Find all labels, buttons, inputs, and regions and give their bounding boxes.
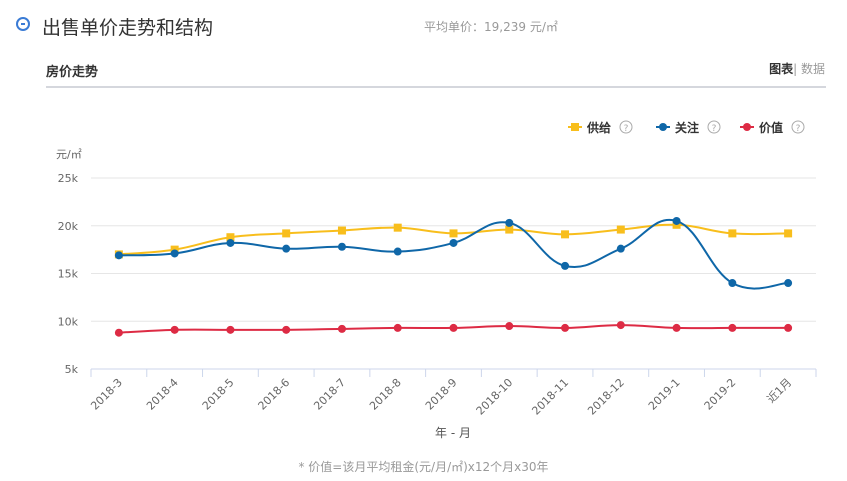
data-point: [114, 251, 123, 260]
data-point: [449, 238, 458, 247]
question-circle-icon: [619, 120, 633, 134]
x-tick-label: 2018-3: [88, 376, 125, 413]
x-axis-label: 年 - 月: [435, 426, 471, 440]
x-tick-label: 2018-9: [423, 376, 460, 413]
x-tick-label: 近1月: [765, 376, 795, 406]
data-point: [561, 323, 570, 332]
x-tick-label: 2018-11: [529, 376, 571, 418]
x-tick-label: 2019-1: [646, 376, 683, 413]
data-point: [282, 244, 291, 253]
avg-value: 19,239 元/㎡: [484, 20, 558, 34]
y-axis-label: 元/㎡: [56, 148, 82, 161]
x-tick-label: 2018-8: [367, 376, 404, 413]
data-point: [561, 261, 570, 270]
y-tick-label: 5k: [65, 363, 79, 376]
legend-label: 价值: [759, 120, 783, 135]
legend-label: 供给: [586, 120, 611, 135]
chart-view-button[interactable]: 图表: [769, 62, 794, 76]
data-point: [393, 323, 402, 332]
question-circle-icon: [791, 120, 805, 134]
avg-label: 平均单价：: [424, 20, 485, 34]
x-tick-label: 2018-5: [200, 376, 237, 413]
data-point: [337, 242, 346, 251]
collapse-icon[interactable]: [16, 17, 30, 31]
y-tick-label: 25k: [58, 172, 79, 185]
data-point: [672, 323, 681, 332]
data-point: [170, 325, 179, 334]
data-point: [449, 229, 458, 238]
question-mark: ?: [796, 124, 801, 134]
data-point: [728, 279, 737, 288]
data-point: [170, 249, 179, 258]
data-point: [784, 323, 793, 332]
data-point: [784, 279, 793, 288]
divider: [46, 86, 826, 88]
data-point: [505, 322, 514, 331]
legend-marker: [571, 123, 579, 131]
data-point: [728, 229, 737, 238]
y-tick-label: 20k: [58, 220, 79, 233]
separator: |: [793, 62, 798, 76]
data-point: [393, 247, 402, 256]
x-tick-label: 2018-12: [585, 376, 627, 418]
data-point: [114, 328, 123, 337]
data-point: [616, 244, 625, 253]
data-point: [672, 216, 681, 225]
data-view-button[interactable]: 数据: [800, 62, 825, 76]
x-tick-label: 2018-6: [256, 376, 293, 413]
data-point: [282, 229, 291, 238]
data-point: [505, 218, 514, 227]
legend-label: 关注: [675, 120, 699, 135]
data-point: [226, 238, 235, 247]
legend-marker: [743, 123, 751, 131]
data-point: [282, 325, 291, 334]
question-mark: ?: [712, 124, 717, 134]
legend-marker: [659, 123, 667, 131]
y-tick-label: 10k: [58, 315, 79, 328]
x-tick-label: 2018-7: [311, 376, 348, 413]
data-point: [616, 321, 625, 330]
data-point: [561, 230, 570, 239]
y-tick-label: 15k: [58, 268, 79, 281]
x-tick-label: 2019-2: [702, 376, 739, 413]
view-toggle: 图表| 数据: [769, 60, 825, 77]
footnote: * 价值=该月平均租金(元/月/㎡)x12个月x30年: [298, 460, 549, 474]
data-point: [728, 323, 737, 332]
data-point: [784, 229, 793, 238]
data-point: [226, 325, 235, 334]
data-point: [226, 233, 235, 242]
question-circle-icon: [707, 120, 721, 134]
average-price: 平均单价：19,239 元/㎡: [424, 18, 558, 35]
data-point: [337, 226, 346, 235]
data-point: [616, 225, 625, 234]
x-tick-label: 2018-10: [474, 376, 516, 418]
x-tick-label: 2018-4: [144, 376, 181, 413]
data-point: [393, 223, 402, 232]
question-mark: ?: [624, 124, 629, 134]
data-point: [505, 225, 514, 234]
page-title: 出售单价走势和结构: [42, 17, 214, 39]
section-title: 房价走势: [46, 65, 99, 80]
data-point: [337, 324, 346, 333]
data-point: [449, 323, 458, 332]
